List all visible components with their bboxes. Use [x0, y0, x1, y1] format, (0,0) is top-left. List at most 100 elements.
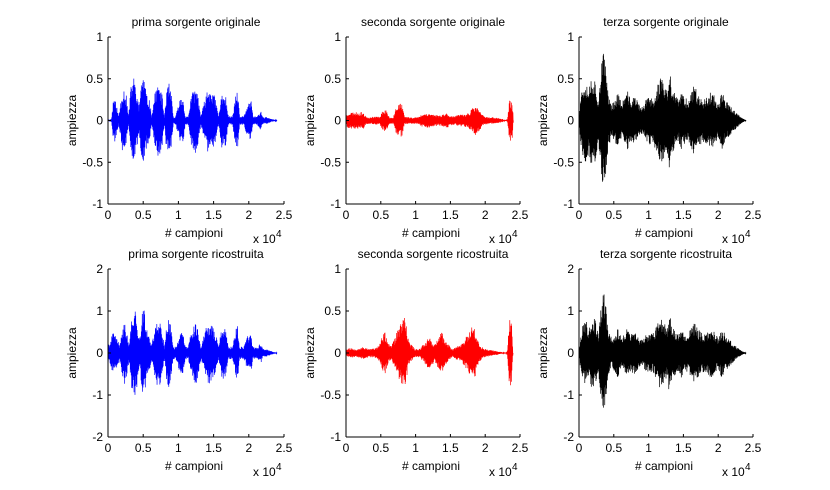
x-tick-label: 2.5 — [512, 208, 529, 222]
x-tick-label: 2 — [245, 208, 252, 222]
x-tick-label: 2.5 — [512, 441, 529, 455]
x-tick-label: 0 — [105, 208, 112, 222]
x-axis-label: # campioni — [402, 226, 460, 240]
x-scale-exponent: 4 — [745, 462, 751, 473]
x-tick-label: 0.5 — [605, 208, 622, 222]
y-tick-label: 1 — [334, 30, 341, 44]
y-tick-label: 1 — [567, 304, 574, 318]
x-tick-label: 1.5 — [205, 441, 222, 455]
y-axis-label: ampiezza — [65, 327, 79, 379]
y-tick-label: 0 — [334, 114, 341, 128]
x-axis-label: # campioni — [402, 459, 460, 473]
subplot-2: seconda sorgente originale -1 -0.5 0 0.5 1 0 0.… — [303, 15, 529, 246]
y-tick-label: -1 — [330, 197, 341, 211]
x-tick-label: 1 — [412, 208, 419, 222]
y-tick-label: -1 — [92, 388, 103, 402]
y-tick-label: -0.5 — [82, 155, 103, 169]
x-tick-label: 1.5 — [442, 208, 459, 222]
x-tick-label: 2 — [715, 208, 722, 222]
waveform-series — [345, 318, 514, 386]
y-tick-label: -1 — [563, 197, 574, 211]
y-axis-label: ampiezza — [536, 94, 550, 146]
x-tick-label: 0 — [343, 208, 350, 222]
y-tick-label: 0.5 — [324, 72, 341, 86]
y-tick-label: 0 — [567, 346, 574, 360]
x-tick-label: 1 — [645, 441, 652, 455]
y-tick-label: 1 — [567, 30, 574, 44]
y-tick-label: -0.5 — [553, 155, 574, 169]
x-tick-label: 2 — [715, 441, 722, 455]
x-tick-label: 2 — [482, 208, 489, 222]
x-tick-label: 1.5 — [205, 208, 222, 222]
y-axis-label: ampiezza — [303, 327, 317, 379]
waveform-series — [578, 294, 747, 408]
x-tick-label: 0.5 — [135, 208, 152, 222]
subplot-title: prima sorgente ricostruita — [128, 247, 264, 261]
x-tick-label: 0.5 — [135, 441, 152, 455]
subplot-3: terza sorgente originale -1 -0.5 0 0.5 1 0 0.5 1… — [536, 15, 762, 246]
x-tick-label: 2.5 — [745, 208, 762, 222]
y-tick-label: -2 — [92, 430, 103, 444]
x-scale-multiplier: x 10 — [253, 465, 276, 479]
y-tick-label: 2 — [567, 262, 574, 276]
x-tick-label: 2.5 — [276, 208, 293, 222]
subplot-title: terza sorgente originale — [603, 15, 729, 29]
x-tick-label: 1 — [645, 208, 652, 222]
x-scale-exponent: 4 — [512, 462, 518, 473]
y-tick-label: 0 — [567, 114, 574, 128]
subplot-title: prima sorgente originale — [132, 15, 261, 29]
x-tick-label: 2 — [482, 441, 489, 455]
x-axis-label: # campioni — [635, 459, 693, 473]
x-scale-multiplier: x 10 — [253, 232, 276, 246]
y-tick-label: -1 — [563, 388, 574, 402]
y-tick-label: 2 — [96, 262, 103, 276]
waveform-series — [345, 100, 514, 141]
y-tick-label: -1 — [330, 430, 341, 444]
x-axis-label: # campioni — [635, 226, 693, 240]
y-tick-label: 0 — [96, 346, 103, 360]
x-tick-label: 2.5 — [276, 441, 293, 455]
x-scale-multiplier: x 10 — [722, 232, 745, 246]
x-scale-multiplier: x 10 — [722, 465, 745, 479]
subplot-1: prima sorgente originale -1 -0.5 0 0.5 1 0 0.5 1… — [65, 15, 293, 246]
subplot-title: terza sorgente ricostruita — [600, 247, 732, 261]
x-tick-label: 0 — [576, 208, 583, 222]
waveform-series — [578, 53, 747, 182]
x-tick-label: 2.5 — [745, 441, 762, 455]
y-tick-label: 0.5 — [86, 72, 103, 86]
y-axis-label: ampiezza — [536, 327, 550, 379]
x-tick-label: 1 — [175, 208, 182, 222]
y-tick-label: 1 — [334, 262, 341, 276]
x-tick-label: 1 — [412, 441, 419, 455]
x-axis-label: # campioni — [165, 226, 223, 240]
x-axis-label: # campioni — [165, 459, 223, 473]
x-tick-label: 0.5 — [605, 441, 622, 455]
x-scale-multiplier: x 10 — [489, 465, 512, 479]
y-tick-label: 0.5 — [557, 72, 574, 86]
subplot-6: terza sorgente ricostruita -2 -1 0 1 2 0 0.5 1 1.… — [536, 247, 762, 479]
x-tick-label: 0.5 — [372, 441, 389, 455]
x-tick-label: 1 — [175, 441, 182, 455]
x-tick-label: 1.5 — [675, 208, 692, 222]
y-tick-label: -2 — [563, 430, 574, 444]
x-scale-multiplier: x 10 — [489, 232, 512, 246]
y-tick-label: 1 — [96, 30, 103, 44]
x-scale-exponent: 4 — [276, 462, 282, 473]
x-tick-label: 2 — [245, 441, 252, 455]
y-tick-label: 1 — [96, 304, 103, 318]
x-scale-exponent: 4 — [276, 229, 282, 240]
x-tick-label: 0 — [343, 441, 350, 455]
y-axis-label: ampiezza — [65, 94, 79, 146]
x-scale-exponent: 4 — [512, 229, 518, 240]
x-tick-label: 0.5 — [372, 208, 389, 222]
y-tick-label: -0.5 — [320, 388, 341, 402]
x-tick-label: 0 — [576, 441, 583, 455]
subplot-5: seconda sorgente ricostruita -1 -0.5 0 0.5 1 0… — [303, 247, 529, 479]
y-tick-label: -1 — [92, 197, 103, 211]
subplot-4: prima sorgente ricostruita -2 -1 0 1 2 0 0.5 1 1.… — [65, 247, 293, 479]
y-tick-label: 0.5 — [324, 304, 341, 318]
y-tick-label: -0.5 — [320, 155, 341, 169]
x-scale-exponent: 4 — [745, 229, 751, 240]
x-tick-label: 1.5 — [442, 441, 459, 455]
